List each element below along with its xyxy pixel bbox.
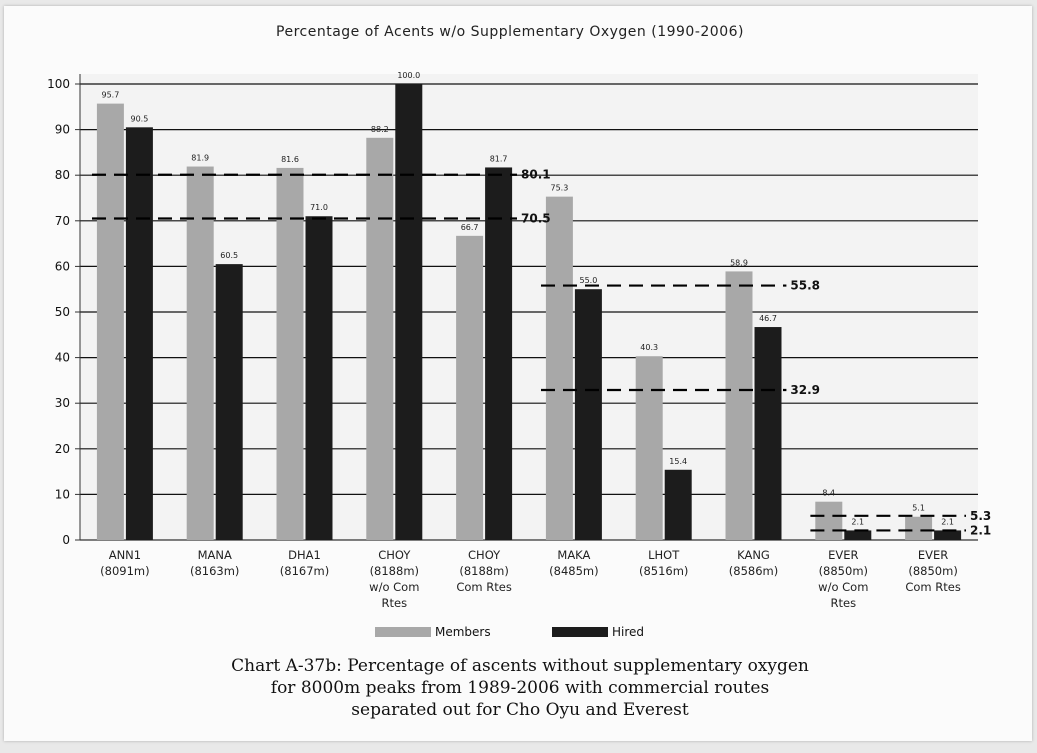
x-tick-label: EVER <box>918 548 948 562</box>
x-tick-label: Com Rtes <box>456 580 512 594</box>
x-tick-label: MAKA <box>557 548 590 562</box>
y-tick-label: 80 <box>55 168 70 182</box>
legend-item-hired: Hired <box>552 625 644 639</box>
bar-hired <box>574 289 602 540</box>
bar-hired <box>934 530 962 540</box>
bar-members <box>276 167 304 541</box>
data-label: 58.9 <box>730 258 748 267</box>
bar-members <box>905 516 933 540</box>
x-tick-label: Rtes <box>831 596 857 610</box>
bar-members <box>186 166 214 540</box>
x-tick-label: Com Rtes <box>905 580 961 594</box>
y-tick-label: 20 <box>55 442 70 456</box>
y-tick-label: 50 <box>55 305 70 319</box>
data-label: 88.2 <box>371 125 389 134</box>
y-tick-label: 30 <box>55 396 70 410</box>
bar-hired <box>664 469 692 540</box>
x-tick-label: KANG <box>737 548 770 562</box>
caption-line-1: Chart A-37b: Percentage of ascents witho… <box>231 656 809 676</box>
reference-line-label: 32.9 <box>790 383 820 397</box>
y-tick-label: 40 <box>55 351 70 365</box>
y-tick-label: 0 <box>62 533 70 547</box>
legend-swatch-members <box>375 627 431 637</box>
reference-line-label: 2.1 <box>970 523 991 537</box>
bar-members <box>366 137 394 541</box>
data-label: 66.7 <box>461 223 479 232</box>
caption-line-3: separated out for Cho Oyu and Everest <box>351 700 689 720</box>
x-tick-label: Rtes <box>382 596 408 610</box>
data-label: 15.4 <box>669 457 687 466</box>
y-tick-label: 60 <box>55 259 70 273</box>
x-tick-label: w/o Com <box>369 580 419 594</box>
legend-label-members: Members <box>435 625 491 639</box>
data-label: 81.9 <box>191 154 209 163</box>
bar-hired <box>125 127 153 540</box>
data-label: 2.1 <box>851 517 864 526</box>
x-tick-label: (8163m) <box>190 564 239 578</box>
x-tick-label: CHOY <box>468 548 501 562</box>
bar-members <box>815 501 843 540</box>
bar-hired <box>305 216 333 541</box>
x-tick-label: (8091m) <box>100 564 149 578</box>
data-label: 46.7 <box>759 314 777 323</box>
data-label: 81.7 <box>490 154 508 163</box>
y-tick-label: 90 <box>55 123 70 137</box>
bar-members <box>545 196 573 540</box>
data-label: 100.0 <box>397 71 420 80</box>
data-label: 2.1 <box>941 517 954 526</box>
x-tick-label: (8586m) <box>729 564 778 578</box>
data-label: 95.7 <box>101 91 119 100</box>
reference-line-label: 80.1 <box>521 168 551 182</box>
reference-line-label: 55.8 <box>790 279 820 293</box>
x-tick-label: EVER <box>828 548 858 562</box>
data-label: 60.5 <box>220 251 238 260</box>
y-tick-label: 70 <box>55 214 70 228</box>
y-tick-label: 10 <box>55 487 70 501</box>
x-tick-label: (8485m) <box>549 564 598 578</box>
x-tick-label: DHA1 <box>288 548 321 562</box>
data-label: 55.0 <box>579 276 597 285</box>
bar-hired <box>215 264 243 540</box>
figure-caption: Chart A-37b: Percentage of ascents witho… <box>130 655 910 721</box>
reference-line-label: 70.5 <box>521 212 551 226</box>
legend-label-hired: Hired <box>612 625 645 639</box>
bar-members <box>96 103 124 540</box>
y-tick-label: 100 <box>47 77 70 91</box>
x-tick-label: ANN1 <box>109 548 141 562</box>
plot-area <box>80 74 978 540</box>
bar-members <box>725 271 753 540</box>
x-tick-label: MANA <box>198 548 232 562</box>
bar-hired <box>485 167 513 540</box>
x-tick-label: (8850m) <box>819 564 868 578</box>
data-label: 40.3 <box>640 343 658 352</box>
legend-swatch-hired <box>552 627 608 637</box>
bar-members <box>635 356 663 540</box>
bar-hired <box>395 84 423 540</box>
data-label: 5.1 <box>912 504 925 513</box>
data-label: 90.5 <box>130 114 148 123</box>
bar-chart: 0 10 20 30 40 50 60 70 80 90 100 95.7 90.5 ANN1 (8091m… <box>47 71 991 610</box>
bar-hired <box>754 327 782 540</box>
x-tick-label: (8516m) <box>639 564 688 578</box>
data-label: 75.3 <box>550 184 568 193</box>
data-label: 71.0 <box>310 203 328 212</box>
data-label: 8.4 <box>822 489 835 498</box>
x-tick-label: (8850m) <box>908 564 957 578</box>
x-tick-label: w/o Com <box>818 580 868 594</box>
x-tick-label: LHOT <box>648 548 680 562</box>
x-tick-label: (8188m) <box>459 564 508 578</box>
bar-members <box>456 235 484 540</box>
bar-hired <box>844 530 872 540</box>
x-tick-label: (8167m) <box>280 564 329 578</box>
chart-title: Percentage of Acents w/o Supplementary O… <box>276 24 744 40</box>
caption-line-2: for 8000m peaks from 1989-2006 with comm… <box>270 678 770 698</box>
x-tick-label: (8188m) <box>370 564 419 578</box>
reference-line-label: 5.3 <box>970 509 991 523</box>
x-tick-label: CHOY <box>378 548 411 562</box>
legend-item-members: Members <box>375 625 491 639</box>
data-label: 81.6 <box>281 155 299 164</box>
